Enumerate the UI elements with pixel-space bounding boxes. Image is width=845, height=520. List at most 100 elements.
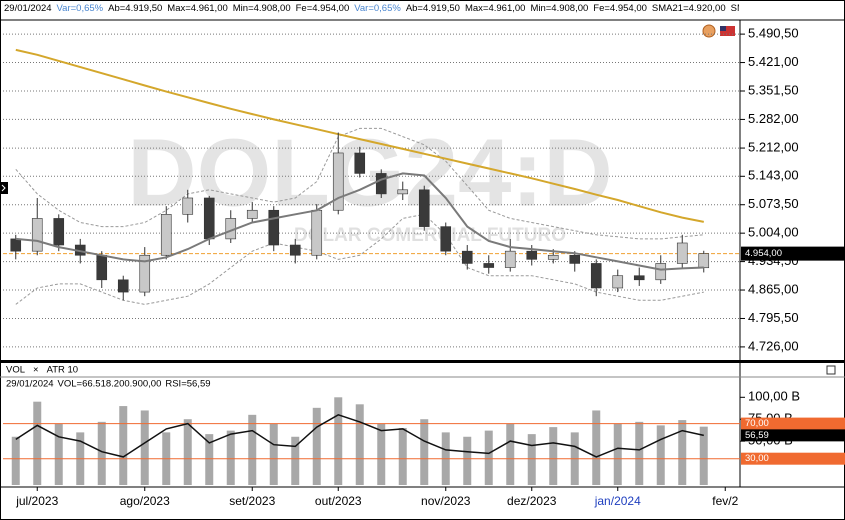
volume-bar bbox=[656, 425, 665, 485]
candle-body bbox=[440, 226, 452, 252]
volume-bar bbox=[97, 421, 106, 485]
rsi-last-box bbox=[741, 429, 845, 442]
candle-body bbox=[418, 189, 430, 227]
volume-bar bbox=[33, 401, 42, 485]
y-tick-label: 5.490,50 bbox=[748, 26, 799, 41]
candle-body bbox=[547, 254, 559, 260]
volume-bar bbox=[699, 426, 708, 485]
info-item: Fe=4.954,00 bbox=[593, 3, 647, 14]
volume-bar bbox=[377, 423, 386, 485]
volume-bar bbox=[506, 423, 515, 485]
info-item: Fe=4.954,00 bbox=[295, 3, 350, 14]
last-price-box bbox=[741, 246, 845, 261]
volume-bar bbox=[398, 427, 407, 485]
candle-body bbox=[526, 250, 538, 260]
info-item: SMA200=5.031,63 bbox=[730, 3, 739, 14]
volume-bar bbox=[613, 423, 622, 485]
panel-divider bbox=[0, 360, 845, 363]
candle-body bbox=[612, 275, 624, 289]
info-item: Min=4.908,00 bbox=[530, 3, 589, 14]
candle-body bbox=[698, 253, 710, 269]
panel-tab: × bbox=[33, 365, 39, 376]
info-date: 29/01/2024 bbox=[4, 3, 52, 14]
panel-info: VOL=66.518.200.900,00 bbox=[58, 379, 162, 390]
candle-body bbox=[268, 209, 280, 246]
volume-bar bbox=[11, 436, 20, 485]
y-tick-label: 4.726,00 bbox=[748, 338, 799, 353]
candle-body bbox=[375, 173, 387, 195]
y-tick-label: 5.212,00 bbox=[748, 140, 799, 155]
rsi-level-box bbox=[741, 417, 845, 430]
y-tick-label: 4.795,50 bbox=[748, 310, 799, 325]
panel-maximize[interactable] bbox=[826, 365, 836, 375]
volume-bar bbox=[205, 434, 214, 485]
candle-body bbox=[203, 197, 215, 240]
info-item: Var=0,65% bbox=[354, 3, 401, 14]
candle-body bbox=[655, 263, 667, 281]
volume-bar bbox=[463, 436, 472, 485]
x-tick-label: dez/2023 bbox=[507, 494, 557, 508]
info-item: Var=0,65% bbox=[56, 3, 104, 14]
scroll-arrow bbox=[1, 184, 6, 192]
x-tick-label: fev/2 bbox=[712, 494, 738, 508]
volume-bar bbox=[140, 410, 149, 485]
rsi-level-box bbox=[741, 452, 845, 465]
volume-bar bbox=[291, 436, 300, 485]
candle-body bbox=[569, 254, 581, 264]
info-item: Ab=4.919,50 bbox=[405, 3, 460, 14]
x-tick-label: jul/2023 bbox=[15, 494, 58, 508]
rsi-line bbox=[15, 413, 704, 458]
volume-bar bbox=[119, 406, 128, 485]
y-tick-label: 5.143,00 bbox=[748, 168, 799, 183]
info-item: Max=4.961,00 bbox=[167, 3, 228, 14]
info-bar: 29/01/2024 Var=0,65% Ab=4.919,50 Max=4.961,… bbox=[4, 3, 739, 14]
candle-body bbox=[633, 275, 645, 281]
candle-body bbox=[483, 263, 495, 268]
x-tick-label: jan/2024 bbox=[594, 494, 641, 508]
candle-body bbox=[397, 189, 409, 195]
y-tick-label: 4.865,00 bbox=[748, 281, 799, 296]
volume-bar bbox=[635, 421, 644, 485]
candle-body bbox=[31, 218, 43, 252]
x-tick-label: out/2023 bbox=[315, 494, 362, 508]
y-tick-label: 5.004,00 bbox=[748, 225, 799, 240]
info-item: Ab=4.919,50 bbox=[108, 3, 163, 14]
scroll-handle[interactable] bbox=[0, 182, 8, 194]
volume-bar bbox=[420, 419, 429, 485]
volume-bar bbox=[183, 419, 192, 485]
rsi-level-label: 70,00 bbox=[745, 418, 769, 429]
candle-body bbox=[504, 250, 516, 268]
volume-bar bbox=[678, 420, 687, 485]
panel-info: RSI=56,59 bbox=[165, 379, 210, 390]
candle-body bbox=[139, 254, 151, 293]
volume-bar bbox=[312, 407, 321, 485]
panel-tab: VOL bbox=[6, 365, 25, 376]
y-tick-label: 5.421,00 bbox=[748, 54, 799, 69]
volume-bar bbox=[54, 423, 63, 485]
last-price-label: 4.954,00 bbox=[745, 248, 782, 259]
bollinger-lower bbox=[15, 213, 704, 305]
x-tick-label: nov/2023 bbox=[421, 494, 471, 508]
sma21-line bbox=[15, 172, 704, 271]
flag-icon bbox=[720, 26, 735, 36]
y2-tick-label: 100,00 B bbox=[748, 389, 800, 404]
candle-body bbox=[53, 218, 65, 246]
y-tick-label: 5.073,50 bbox=[748, 196, 799, 211]
x-tick-label: set/2023 bbox=[229, 494, 275, 508]
candle-body bbox=[246, 209, 258, 219]
candle-body bbox=[590, 263, 602, 289]
candle-body bbox=[160, 214, 172, 256]
volume-bar bbox=[549, 427, 558, 485]
watermark-title: DOLG24:D bbox=[127, 119, 612, 226]
volume-bar bbox=[592, 410, 601, 485]
candle-body bbox=[289, 244, 301, 256]
rsi-last-label: 56,59 bbox=[745, 430, 769, 441]
volume-bar bbox=[248, 414, 257, 485]
watermark-subtitle: DÓLAR COMERCIAL FUTURO bbox=[294, 224, 566, 246]
flag-canton bbox=[720, 26, 726, 31]
candle-body bbox=[676, 242, 688, 264]
volume-bar bbox=[527, 434, 536, 485]
sma200-line bbox=[15, 48, 704, 223]
volume-bar bbox=[269, 423, 278, 485]
